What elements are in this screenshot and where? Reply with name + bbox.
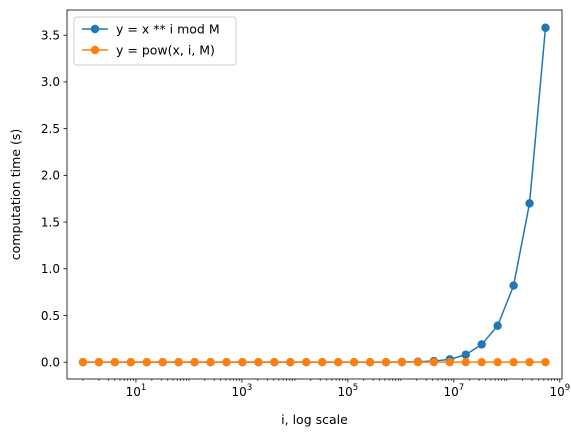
x-tick-exponent: 3 xyxy=(247,383,252,393)
data-point xyxy=(206,357,215,367)
data-point xyxy=(541,357,550,367)
data-point xyxy=(333,357,343,367)
x-tick-base: 10 xyxy=(232,385,247,399)
data-point xyxy=(541,23,550,32)
x-axis-label: i, log scale xyxy=(281,412,348,427)
legend-entry: y = pow(x, i, M) xyxy=(82,43,215,58)
plot-area xyxy=(66,9,563,380)
data-point xyxy=(222,357,231,367)
legend-frame xyxy=(73,16,237,66)
y-axis-ticks: 0.0 0.5 1.0 1.5 2.0 2.5 3.0 3.5 xyxy=(41,29,67,369)
series-layer xyxy=(78,23,550,367)
y-axis-label: computation time (s) xyxy=(8,129,23,261)
data-point xyxy=(78,357,88,367)
data-point xyxy=(461,357,470,367)
data-point xyxy=(493,321,502,330)
data-point xyxy=(509,281,518,290)
data-point xyxy=(254,357,263,367)
y-tick-label: 1.5 xyxy=(41,215,60,229)
data-point xyxy=(126,357,135,367)
data-point xyxy=(525,199,534,208)
x-tick-label: 101 xyxy=(126,383,147,399)
data-point xyxy=(317,357,327,367)
legend-entry: y = x ** i mod M xyxy=(82,22,220,37)
x-tick-label: 107 xyxy=(443,383,464,399)
x-tick-base: 10 xyxy=(338,385,353,399)
x-tick-exponent: 9 xyxy=(565,383,570,393)
y-tick-label: 2.0 xyxy=(41,169,60,183)
y-tick-label: 1.0 xyxy=(41,262,60,276)
data-point xyxy=(445,357,454,367)
data-point xyxy=(381,357,391,367)
legend-label: y = x ** i mod M xyxy=(116,22,220,37)
x-tick-exponent: 1 xyxy=(141,383,146,393)
data-point xyxy=(477,340,486,349)
data-point xyxy=(429,357,439,367)
data-point xyxy=(238,357,247,367)
data-point xyxy=(110,357,120,367)
y-tick-label: 2.5 xyxy=(41,122,60,136)
data-point xyxy=(461,350,470,359)
data-point xyxy=(158,357,167,367)
data-point xyxy=(349,357,359,367)
data-point xyxy=(477,357,486,367)
y-tick-label: 3.0 xyxy=(41,75,60,89)
legend-label: y = pow(x, i, M) xyxy=(116,43,215,58)
data-point xyxy=(270,357,279,367)
x-tick-exponent: 7 xyxy=(459,383,464,393)
x-tick-label: 105 xyxy=(338,383,359,399)
y-tick-label: 3.5 xyxy=(41,29,60,43)
data-point xyxy=(142,357,151,367)
x-tick-base: 10 xyxy=(443,385,458,399)
data-point xyxy=(174,357,183,367)
y-tick-label: 0.0 xyxy=(41,355,60,369)
y-tick-label: 0.5 xyxy=(41,309,60,323)
data-point xyxy=(94,357,104,367)
data-point xyxy=(365,357,375,367)
legend: y = x ** i mod M y = pow(x, i, M) xyxy=(73,16,237,66)
data-point xyxy=(286,357,295,367)
legend-swatch-marker xyxy=(90,45,100,55)
data-point xyxy=(525,357,534,367)
x-tick-exponent: 5 xyxy=(353,383,358,393)
x-axis-ticks: 101 103 105 107 109 xyxy=(82,379,570,399)
series xyxy=(78,357,550,367)
data-point xyxy=(509,357,518,367)
x-tick-label: 109 xyxy=(549,383,570,399)
x-tick-base: 10 xyxy=(126,385,141,399)
data-point xyxy=(397,357,407,367)
legend-swatch-marker xyxy=(90,24,100,34)
data-point xyxy=(493,357,502,367)
data-point xyxy=(302,357,311,367)
data-point xyxy=(413,357,423,367)
x-tick-label: 103 xyxy=(232,383,253,399)
x-tick-base: 10 xyxy=(549,385,564,399)
data-point xyxy=(190,357,199,367)
